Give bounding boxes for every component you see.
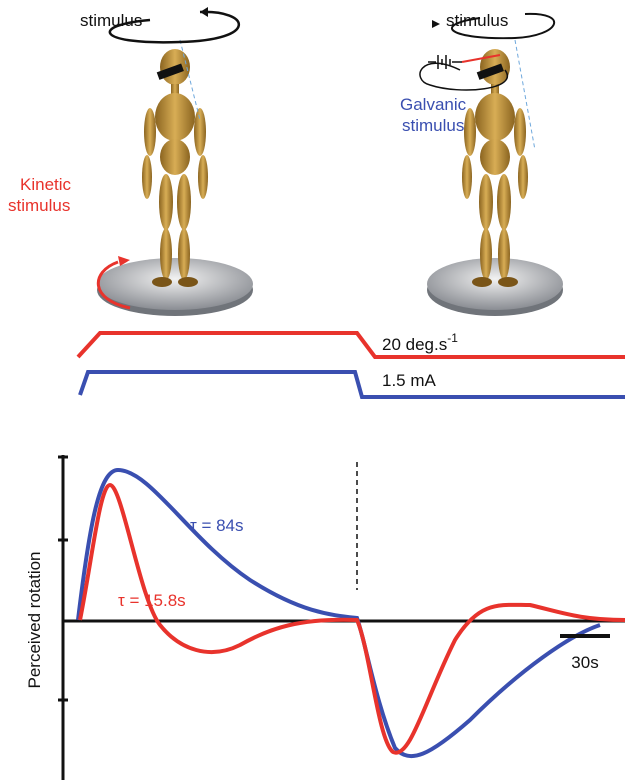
response-plot: τ = 84s τ = 15.8s Perceived rotation 30s — [25, 455, 625, 780]
kinetic-label: Kinetic — [20, 175, 72, 194]
galvanic-panel: stimulus Galvanic stimulus — [400, 11, 563, 316]
stimulus-label: stimulus — [80, 11, 142, 30]
kinetic-trace — [78, 333, 625, 357]
y-axis-label: Perceived rotation — [25, 551, 44, 688]
galvanic-label: Galvanic — [400, 95, 467, 114]
galvanic-tau: τ = 84s — [190, 516, 244, 535]
galvanic-label: stimulus — [402, 116, 464, 135]
trace-exponent: -1 — [447, 331, 458, 345]
figure: stimulus Kinetic stimulus stimulus Galva… — [0, 0, 625, 780]
galvanic-trace — [80, 372, 625, 397]
stimulus-label: stimulus — [446, 11, 508, 30]
scale-bar-label: 30s — [571, 653, 598, 672]
kinetic-panel: stimulus Kinetic stimulus — [8, 7, 253, 316]
kinetic-trace-label: 20 deg.s-1 — [382, 331, 458, 354]
galvanic-trace-label: 1.5 mA — [382, 371, 437, 390]
trace-label: 20 deg.s — [382, 335, 447, 354]
galvanic-response — [78, 470, 600, 756]
kinetic-tau: τ = 15.8s — [118, 591, 186, 610]
kinetic-response — [80, 485, 625, 753]
kinetic-label: stimulus — [8, 196, 70, 215]
